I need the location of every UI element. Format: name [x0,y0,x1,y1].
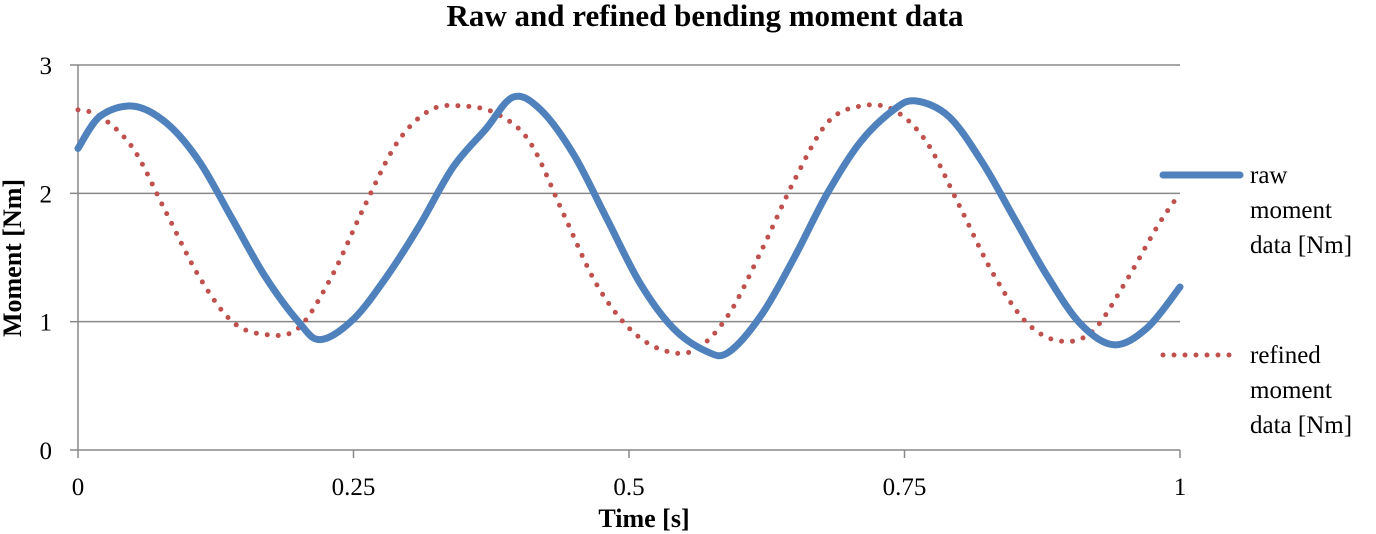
y-tick-label: 0 [40,438,53,465]
y-tick-label: 1 [40,310,53,337]
legend: raw moment data [Nm] refined moment data [Nm] [1159,162,1352,439]
x-tick-label: 0.25 [332,474,376,501]
series-raw-line [74,92,1184,360]
y-axis-title: Moment [Nm] [0,179,27,337]
legend-label-raw: raw moment data [Nm] [1250,162,1352,259]
axes [70,64,1181,458]
tick-labels: 0 1 2 3 0 0.25 0.5 0.75 1 [40,53,1187,501]
series-lines [74,92,1184,360]
x-tick-label: 0.5 [613,474,644,501]
y-tick-label: 3 [40,53,53,80]
x-axis-title: Time [s] [598,504,689,533]
legend-label-refined: refined moment data [Nm] [1250,342,1352,439]
chart-title: Raw and refined bending moment data [446,0,964,33]
x-tick-label: 0 [72,474,85,501]
x-tick-label: 0.75 [883,474,927,501]
x-tick-label: 1 [1174,474,1187,501]
series-refined-line [75,102,1183,356]
gridlines [78,64,1180,323]
y-tick-label: 2 [40,181,53,208]
